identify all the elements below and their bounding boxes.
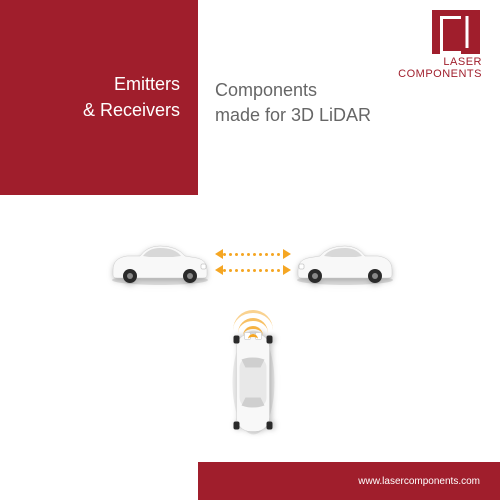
arrow-head-icon [215,265,223,275]
arrow-head-icon [283,249,291,259]
brand-line2: COMPONENTS [372,68,482,80]
brand-line1: LASER [372,56,482,68]
hero-left-block: Emitters & Receivers [0,0,198,195]
arrow-head-icon [215,249,223,259]
car-left [105,240,215,285]
car-right [290,240,400,285]
hero-right-line2: made for 3D LiDAR [215,103,371,128]
hero-right-line1: Components [215,78,371,103]
illustration-canvas [0,195,500,460]
car-icon [290,240,400,285]
hero-left-line2: & Receivers [83,98,180,123]
logo-icon [432,10,480,54]
hero-left-line1: Emitters [114,72,180,97]
radar-arc-icon [248,334,258,344]
car-icon [105,240,215,285]
footer-bar: www.lasercomponents.com [198,462,500,500]
bidirectional-signal [218,247,288,277]
brand-name: LASER COMPONENTS [372,56,482,80]
hero-right-block: Components made for 3D LiDAR [215,78,371,128]
arrow-head-icon [283,265,291,275]
brand-logo: ® LASER COMPONENTS [372,10,482,80]
signal-dots [223,269,283,271]
footer-url: www.lasercomponents.com [358,476,480,487]
signal-dots [223,253,283,255]
radar-signal [233,310,273,350]
